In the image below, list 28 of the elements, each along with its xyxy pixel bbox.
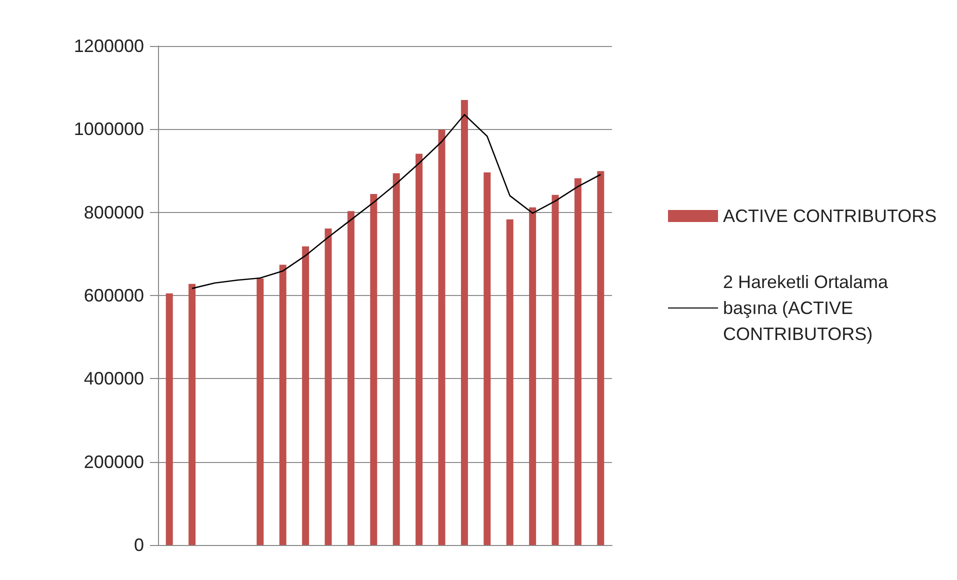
bar	[347, 211, 354, 545]
y-tick-label: 600000	[84, 286, 144, 306]
bar	[484, 172, 491, 545]
bar	[460, 100, 468, 545]
bar	[302, 246, 310, 545]
bar	[188, 284, 196, 545]
y-tick-label: 0	[134, 535, 144, 555]
bar	[597, 171, 604, 545]
bar	[166, 293, 173, 545]
bar	[506, 219, 514, 545]
y-tick-label: 200000	[84, 452, 144, 472]
bar	[416, 154, 423, 545]
legend-label: 2 Hareketli Ortalama başına (ACTIVE CONTRIBUTORS)	[723, 272, 894, 344]
bar	[552, 194, 559, 545]
line-series	[191, 114, 602, 290]
y-tick-label: 400000	[84, 368, 144, 389]
bar	[574, 178, 582, 545]
bar	[324, 228, 332, 545]
bar	[279, 264, 286, 545]
bar	[370, 194, 378, 545]
y-tick-label: 1000000	[74, 119, 144, 140]
y-tick-label: 800000	[84, 202, 144, 222]
bar	[438, 130, 446, 545]
bar	[392, 173, 400, 545]
bar	[529, 207, 536, 545]
y-tick-label: 1200000	[74, 36, 144, 56]
legend-label: ACTIVE CONTRIBUTORS	[723, 206, 937, 226]
bar	[256, 278, 264, 545]
